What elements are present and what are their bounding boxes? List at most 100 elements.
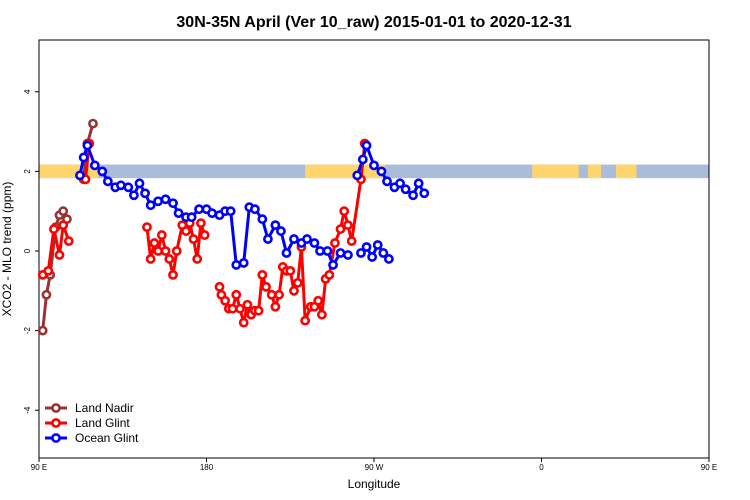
data-point: [367, 252, 378, 262]
land-band-segment: [39, 164, 99, 179]
legend-item: Land Nadir: [45, 401, 134, 415]
data-point: [276, 226, 286, 236]
data-point: [149, 238, 160, 248]
data-point: [266, 289, 277, 300]
y-tick-label: 4: [23, 89, 32, 94]
data-point: [145, 200, 156, 211]
data-point: [238, 258, 249, 268]
data-point: [153, 196, 164, 207]
x-tick-label: 90 E: [701, 463, 717, 472]
x-tick-label: 90 W: [365, 463, 384, 472]
data-point: [186, 212, 197, 223]
data-point: [328, 260, 338, 270]
data-point: [192, 254, 203, 264]
data-point: [419, 188, 430, 199]
data-point: [313, 295, 324, 306]
data-point: [97, 166, 108, 177]
data-point: [89, 160, 100, 171]
data-point: [207, 208, 217, 219]
data-point: [270, 220, 281, 231]
x-tick-label: 180: [200, 463, 214, 472]
chart-title: 30N-35N April (Ver 10_raw) 2015-01-01 to…: [176, 14, 571, 31]
series-ocean-glint: [75, 140, 430, 270]
data-point: [369, 160, 379, 171]
data-point: [324, 269, 335, 280]
data-point: [48, 224, 59, 234]
data-point: [408, 190, 418, 201]
data-point: [281, 248, 292, 258]
data-point: [227, 303, 238, 314]
plot-frame: [38, 39, 710, 459]
legend-swatch-marker: [51, 403, 61, 413]
data-point: [168, 269, 178, 280]
data-point: [160, 194, 171, 205]
land-band-segment: [615, 164, 637, 179]
x-tick-label: 90 E: [31, 463, 47, 472]
data-point: [274, 289, 284, 300]
series-line: [41, 143, 367, 325]
data-point: [220, 295, 231, 306]
data-point: [43, 265, 54, 276]
data-point: [339, 206, 350, 217]
data-point: [75, 170, 85, 181]
data-point: [160, 246, 171, 256]
data-point: [171, 246, 182, 256]
legend-swatch-marker: [51, 418, 61, 428]
data-point: [181, 226, 191, 236]
data-point: [315, 246, 325, 256]
data-point: [173, 208, 184, 219]
data-point: [395, 178, 405, 189]
x-axis: 90 E 180 90 W 0 90 E: [31, 458, 717, 472]
legend-label: Ocean Glint: [75, 431, 139, 445]
data-point: [302, 234, 312, 244]
data-point: [249, 204, 260, 215]
legend-item: Ocean Glint: [45, 431, 139, 445]
legend-label: Land Glint: [75, 416, 130, 430]
legend-label: Land Nadir: [75, 401, 134, 415]
data-point: [289, 234, 299, 244]
data-point: [257, 214, 268, 225]
data-point: [376, 166, 387, 177]
data-point: [156, 230, 167, 240]
data-point: [129, 190, 139, 201]
data-point: [309, 238, 320, 248]
data-point: [142, 222, 152, 233]
data-point: [352, 170, 363, 181]
data-point: [242, 299, 253, 310]
data-point: [115, 180, 126, 191]
data-point: [361, 140, 372, 151]
data-point: [343, 220, 353, 231]
data-point: [285, 265, 296, 276]
data-point: [400, 184, 411, 195]
data-point: [335, 248, 346, 258]
series-layer: [37, 118, 430, 336]
land-band-segment: [532, 164, 579, 179]
y-axis-label: XCO2 - MLO trend (ppm): [0, 182, 14, 317]
y-tick-label: -2: [23, 327, 32, 335]
data-point: [361, 242, 372, 252]
data-point: [102, 176, 113, 187]
legend-item: Land Glint: [45, 416, 130, 430]
data-point: [145, 254, 156, 264]
data-point: [330, 238, 340, 248]
data-point: [164, 254, 175, 264]
data-point: [372, 240, 383, 250]
data-point: [238, 317, 249, 328]
data-point: [261, 281, 271, 292]
data-point: [378, 248, 389, 258]
data-point: [54, 250, 65, 260]
land-ocean-band: [39, 164, 709, 179]
data-point: [196, 218, 206, 229]
data-point: [58, 206, 69, 217]
data-point: [263, 234, 273, 244]
data-point: [188, 234, 199, 244]
data-point: [235, 303, 245, 314]
data-point: [270, 301, 281, 312]
data-point: [37, 325, 48, 336]
data-point: [88, 118, 98, 129]
data-point: [316, 309, 327, 320]
land-band-segment: [305, 164, 386, 179]
data-point: [253, 305, 264, 316]
